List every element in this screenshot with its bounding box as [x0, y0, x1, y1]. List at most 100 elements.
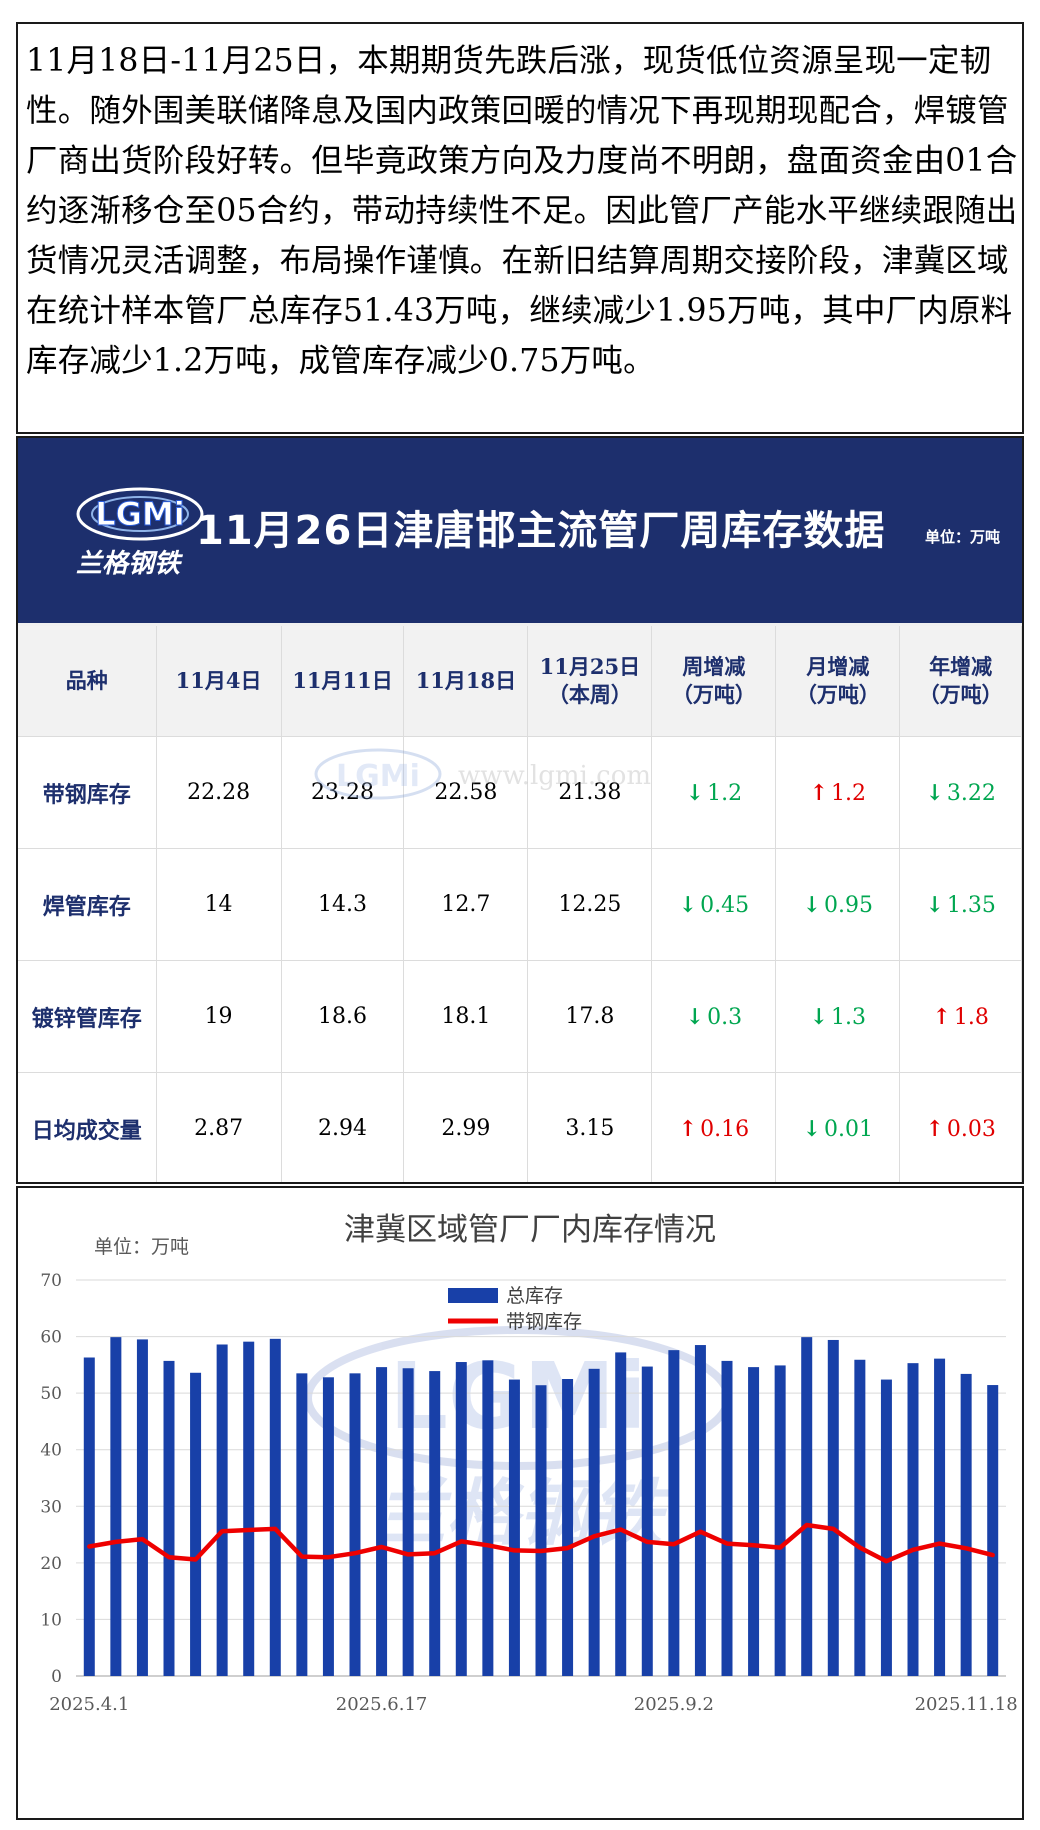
row-label: 镀锌管库存	[18, 960, 157, 1073]
table-cell: 17.8	[527, 960, 653, 1073]
row-label: 带钢库存	[18, 736, 157, 849]
arrow-down-icon: ↓	[809, 1003, 829, 1030]
column-header: 11月18日	[403, 626, 529, 737]
table-banner: LGMi 兰格钢铁 11月26日津唐邯主流管厂周库存数据 单位：万吨	[18, 438, 1022, 623]
bar-total-inventory	[907, 1363, 919, 1676]
y-tick-label: 20	[40, 1554, 62, 1574]
bar-total-inventory	[83, 1357, 95, 1676]
change-value: 0.01	[824, 1116, 874, 1142]
arrow-down-icon: ↓	[685, 1003, 705, 1030]
column-header: 周增减 （万吨）	[651, 626, 777, 737]
change-value: 1.8	[953, 1004, 989, 1030]
change-cell: ↓ 1.35	[899, 848, 1022, 961]
bar-total-inventory	[296, 1373, 308, 1676]
change-cell: ↓ 1.3	[775, 960, 901, 1073]
svg-text:兰格钢铁: 兰格钢铁	[374, 1470, 671, 1555]
arrow-down-icon: ↓	[802, 891, 822, 918]
change-value: 1.3	[831, 1004, 867, 1030]
y-tick-label: 50	[40, 1384, 62, 1404]
bar-total-inventory	[562, 1379, 574, 1676]
bar-total-inventory	[880, 1379, 892, 1676]
inventory-chart: LGMi兰格钢铁0102030405060702025.4.12025.6.17…	[40, 1212, 1018, 1715]
summary-paragraph: 11月18日-11月25日，本期期货先跌后涨，现货低位资源呈现一定韧性。随外围美…	[26, 43, 1018, 379]
arrow-up-icon: ↑	[678, 1115, 698, 1142]
column-header: 11月4日	[156, 626, 282, 737]
change-value: 0.03	[946, 1116, 996, 1142]
table-cell: 14	[156, 848, 282, 961]
change-cell: ↓ 1.2	[651, 736, 777, 849]
bar-total-inventory	[987, 1385, 999, 1676]
bar-total-inventory	[216, 1344, 228, 1676]
x-tick-label: 2025.9.2	[634, 1694, 714, 1715]
bar-total-inventory	[774, 1365, 786, 1676]
arrow-down-icon: ↓	[678, 891, 698, 918]
chart-title: 津冀区域管厂厂内库存情况	[344, 1212, 716, 1248]
bar-total-inventory	[322, 1377, 334, 1676]
table-cell: 18.6	[281, 960, 405, 1073]
table-cell: 2.87	[156, 1072, 282, 1182]
column-header: 11月25日 （本周）	[527, 626, 653, 737]
x-tick-label: 2025.4.1	[49, 1694, 129, 1715]
bar-total-inventory	[136, 1339, 148, 1676]
lgmi-logo-icon: LGMi 兰格钢铁	[76, 487, 204, 579]
change-value: 0.45	[700, 892, 750, 918]
logo-text: LGMi	[95, 495, 184, 533]
bar-total-inventory	[110, 1337, 122, 1676]
arrow-down-icon: ↓	[802, 1115, 822, 1142]
arrow-down-icon: ↓	[925, 779, 944, 806]
bar-total-inventory	[535, 1385, 547, 1676]
bar-total-inventory	[960, 1373, 972, 1676]
arrow-up-icon: ↑	[809, 779, 829, 806]
legend-label: 总库存	[506, 1285, 563, 1307]
y-tick-label: 30	[40, 1497, 62, 1517]
change-cell: ↓ 3.22	[899, 736, 1022, 849]
change-cell: ↑ 1.8	[899, 960, 1022, 1073]
change-cell: ↓ 0.45	[651, 848, 777, 961]
change-value: 1.2	[707, 780, 743, 806]
bar-total-inventory	[243, 1341, 255, 1676]
change-cell: ↑ 1.2	[775, 736, 901, 849]
line-strip-steel-inventory	[87, 1522, 995, 1564]
legend-label: 带钢库存	[506, 1311, 582, 1333]
bar-total-inventory	[615, 1352, 627, 1676]
table-cell: 12.25	[527, 848, 653, 961]
table-title: 11月26日津唐邯主流管厂周库存数据	[196, 508, 886, 554]
change-value: 0.3	[707, 1004, 743, 1030]
change-value: 3.22	[946, 780, 996, 806]
inventory-table: 品种 11月4日 11月11日 11月18日 11月25日 （本周） 周增减 （万吨） 月增减（…	[18, 626, 1022, 1182]
table-cell: 22.28	[156, 736, 282, 849]
bar-total-inventory	[269, 1338, 281, 1676]
table-cell: 2.99	[403, 1072, 529, 1182]
y-tick-label: 70	[40, 1271, 62, 1291]
change-value: 0.16	[700, 1116, 750, 1142]
change-value: 1.35	[946, 892, 996, 918]
change-cell: ↓ 0.3	[651, 960, 777, 1073]
change-cell: ↑ 0.16	[651, 1072, 777, 1182]
y-tick-label: 0	[51, 1667, 62, 1687]
bar-total-inventory	[934, 1358, 946, 1676]
x-tick-label: 2025.6.17	[336, 1694, 428, 1715]
y-tick-label: 40	[40, 1441, 62, 1461]
table-cell: 18.1	[403, 960, 529, 1073]
column-header: 月增减 （万吨）	[775, 626, 901, 737]
bar-total-inventory	[429, 1371, 441, 1676]
y-tick-label: 10	[40, 1610, 62, 1630]
change-cell: ↓ 0.01	[775, 1072, 901, 1182]
bar-total-inventory	[641, 1366, 653, 1676]
change-value: 0.95	[824, 892, 874, 918]
chart-unit-label: 单位：万吨	[94, 1236, 189, 1258]
table-header-row: 品种 11月4日 11月11日 11月18日 11月25日 （本周） 周增减 （万吨） 月增减（…	[18, 626, 1022, 737]
arrow-down-icon: ↓	[685, 779, 705, 806]
row-label: 日均成交量	[18, 1072, 157, 1182]
x-tick-label: 2025.11.18	[915, 1694, 1018, 1715]
bar-total-inventory	[508, 1379, 520, 1676]
bar-total-inventory	[801, 1337, 813, 1676]
table-cell: 12.7	[403, 848, 529, 961]
legend-swatch-bar	[448, 1288, 498, 1303]
table-cell: 22.58	[403, 736, 529, 849]
row-label: 焊管库存	[18, 848, 157, 961]
banner-divider	[18, 623, 1022, 628]
arrow-up-icon: ↑	[925, 1115, 944, 1142]
table-row: 日均成交量 2.87 2.94 2.99 3.15 ↑ 0.16 ↓ 0.01 ↑ 0.03	[18, 1072, 1022, 1182]
bar-total-inventory	[748, 1367, 760, 1676]
